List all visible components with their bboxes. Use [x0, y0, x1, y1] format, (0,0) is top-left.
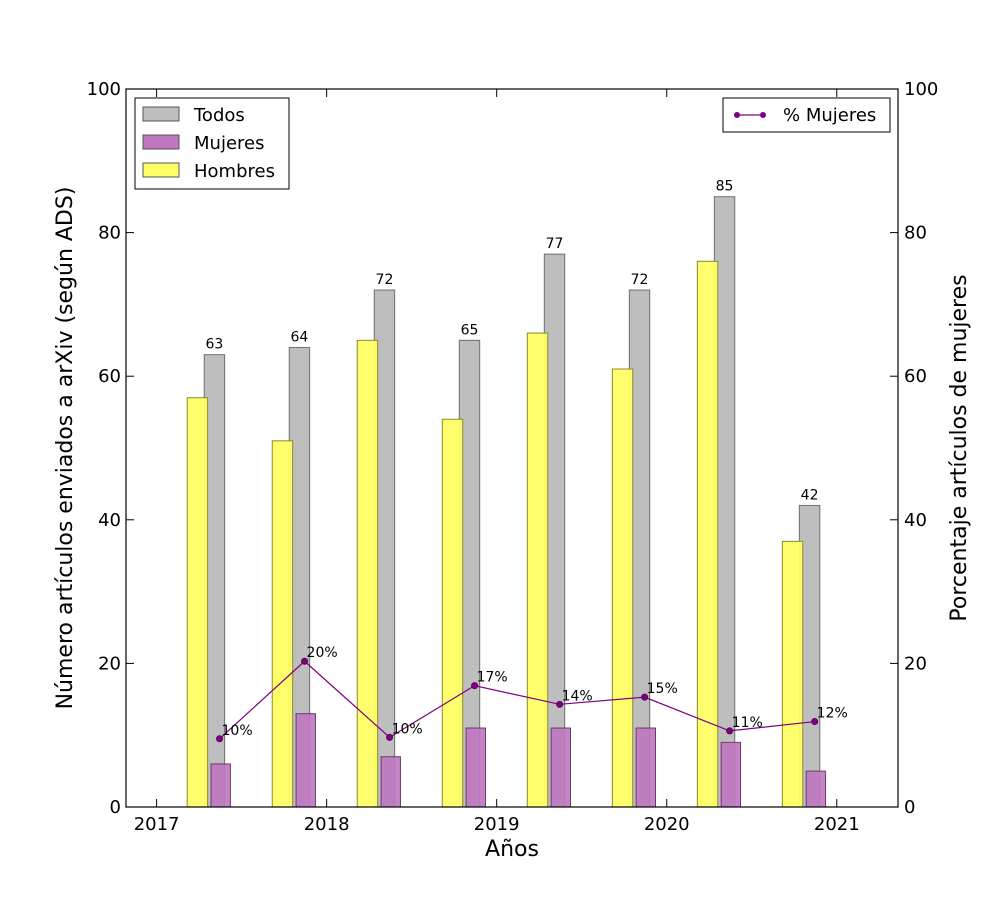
y-tick-label: 20	[98, 653, 121, 674]
pct-mujeres-label: 10%	[222, 723, 253, 739]
y2-tick-label: 20	[904, 653, 927, 674]
bar-hombres	[356, 339, 379, 808]
legend-label-mujeres: Mujeres	[194, 133, 264, 154]
x-tick-label: 2019	[474, 814, 520, 835]
pct-mujeres-point	[216, 735, 224, 743]
x-axis-title: Años	[485, 837, 539, 862]
bar-value-label: 77	[546, 236, 564, 252]
pct-mujeres-label: 11%	[732, 715, 763, 731]
y2-tick-label: 80	[904, 223, 927, 244]
bar-hombres	[781, 540, 804, 808]
y-tick-label: 100	[87, 79, 121, 100]
bar-hombres	[441, 418, 464, 808]
legend-line-marker	[734, 112, 740, 118]
x-tick-label: 2018	[304, 814, 350, 835]
legend-line-marker	[760, 112, 766, 118]
pct-mujeres-label: 20%	[307, 645, 338, 661]
bar-mujeres	[210, 763, 231, 808]
x-tick-label: 2017	[134, 814, 180, 835]
plot-frame	[125, 88, 899, 808]
y-tick-label: 80	[98, 223, 121, 244]
bar-mujeres	[380, 756, 401, 808]
pct-mujeres-point	[641, 693, 649, 701]
pct-mujeres-point	[471, 682, 479, 690]
bar-hombres	[526, 332, 549, 808]
y2-tick-label: 40	[904, 510, 927, 531]
bar-value-label: 64	[291, 329, 309, 345]
pct-mujeres-point	[726, 727, 734, 735]
legend-swatch-hombres	[142, 162, 180, 178]
legend-swatch-todos	[142, 106, 180, 122]
bar-value-label: 65	[461, 322, 479, 338]
bar-mujeres	[465, 727, 486, 808]
y2-tick-label: 0	[904, 797, 915, 818]
bar-value-label: 72	[631, 272, 649, 288]
bar-mujeres	[295, 713, 316, 808]
y2-tick-label: 100	[904, 79, 938, 100]
y-axis-title: Número artículos enviados a arXiv (según…	[53, 187, 78, 710]
y2-tick-label: 60	[904, 366, 927, 387]
y-tick-label: 0	[110, 797, 121, 818]
pct-mujeres-line	[219, 660, 815, 740]
pct-mujeres-point	[301, 657, 309, 665]
pct-mujeres-point	[556, 700, 564, 708]
bar-value-label: 85	[716, 179, 734, 195]
pct-mujeres-point	[811, 718, 819, 726]
x-tick-label: 2020	[644, 814, 690, 835]
pct-mujeres-label: 12%	[817, 706, 848, 722]
bar-hombres	[271, 440, 294, 808]
pct-mujeres-label: 10%	[392, 721, 423, 737]
pct-mujeres-label: 17%	[477, 670, 508, 686]
bar-value-label: 63	[206, 337, 224, 353]
bar-mujeres	[635, 727, 657, 808]
bar-mujeres	[550, 727, 571, 808]
legend-label-todos: Todos	[193, 105, 245, 126]
pct-mujeres-label: 14%	[562, 688, 593, 704]
bar-mujeres	[805, 770, 827, 808]
bar-hombres	[611, 368, 634, 808]
pct-mujeres-label: 15%	[647, 681, 678, 697]
bar-value-label: 72	[376, 272, 394, 288]
legend-label-pct-mujeres: % Mujeres	[783, 105, 876, 126]
bar-hombres	[186, 397, 209, 808]
pct-mujeres-point	[386, 733, 394, 741]
y2-axis-title: Porcentaje artículos de mujeres	[947, 274, 972, 621]
y-tick-label: 40	[98, 510, 121, 531]
legend-label-hombres: Hombres	[194, 161, 275, 182]
x-tick-label: 2021	[814, 814, 860, 835]
bar-value-label: 42	[801, 487, 819, 503]
y-tick-label: 60	[98, 366, 121, 387]
bar-mujeres	[720, 741, 742, 808]
legend-line	[722, 97, 891, 133]
legend-swatch-mujeres	[142, 134, 180, 150]
